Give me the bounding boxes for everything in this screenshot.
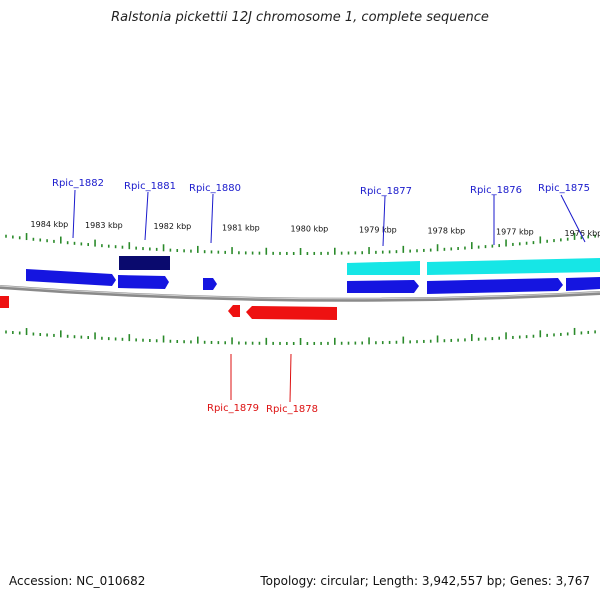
kbp-label: 1982 kbp [154,222,192,231]
gene-label-rpic-1881[interactable]: Rpic_1881 [124,181,176,192]
kbp-label: 1983 kbp [85,221,123,230]
gene-rpic-1875[interactable] [566,277,600,291]
gene-rpic-1879[interactable] [228,305,240,317]
lower-tick-row [5,327,596,345]
forward-strand-features [26,256,600,294]
topology-summary-text: Topology: circular; Length: 3,942,557 bp… [260,574,590,588]
kbp-label: 1979 kbp [359,226,397,235]
gene-label-rpic-1880[interactable]: Rpic_1880 [189,183,241,194]
kbp-label: 1984 kbp [31,220,69,229]
kbp-label-row: 1984 kbp 1983 kbp 1982 kbp 1981 kbp 1980 kbp… [31,220,600,238]
gene-label-rpic-1878[interactable]: Rpic_1878 [266,404,318,415]
gene-rpic-1882[interactable] [26,269,116,286]
forward-callout-lines [72,189,586,247]
gene-rpic-1878[interactable] [246,306,337,320]
kbp-label: 1978 kbp [428,227,466,236]
chromosome-backbone [0,285,600,302]
kbp-label: 1980 kbp [291,224,329,233]
gene-label-rpic-1882[interactable]: Rpic_1882 [52,178,104,189]
kbp-label: 1976 kbp [565,229,600,238]
reverse-callout-lines [230,353,292,403]
gene-label-rpic-1875[interactable]: Rpic_1875 [538,183,590,194]
upper-tick-row [5,232,596,255]
gene-rpic-1880[interactable] [203,278,217,290]
rna-rpic-1876[interactable] [427,258,600,275]
kbp-label: 1981 kbp [222,223,260,232]
rna-rpic-1877[interactable] [347,261,420,275]
chromosome-backbone-highlight [0,285,600,300]
map-title: Ralstonia pickettii 12J chromosome 1, co… [111,10,489,25]
gene-left-edge-reverse[interactable] [0,296,9,308]
gene-label-rpic-1879[interactable]: Rpic_1879 [207,403,259,414]
gene-rpic-1877[interactable] [347,280,419,293]
gene-rpic-1881-dark[interactable] [119,256,170,270]
gene-rpic-1881[interactable] [118,275,169,289]
gene-label-rpic-1876[interactable]: Rpic_1876 [470,185,522,196]
gene-label-rpic-1877[interactable]: Rpic_1877 [360,186,412,197]
reverse-strand-features [0,296,337,320]
accession-text: Accession: NC_010682 [9,574,146,588]
kbp-label: 1977 kbp [496,228,534,237]
gene-rpic-1876[interactable] [427,278,563,294]
